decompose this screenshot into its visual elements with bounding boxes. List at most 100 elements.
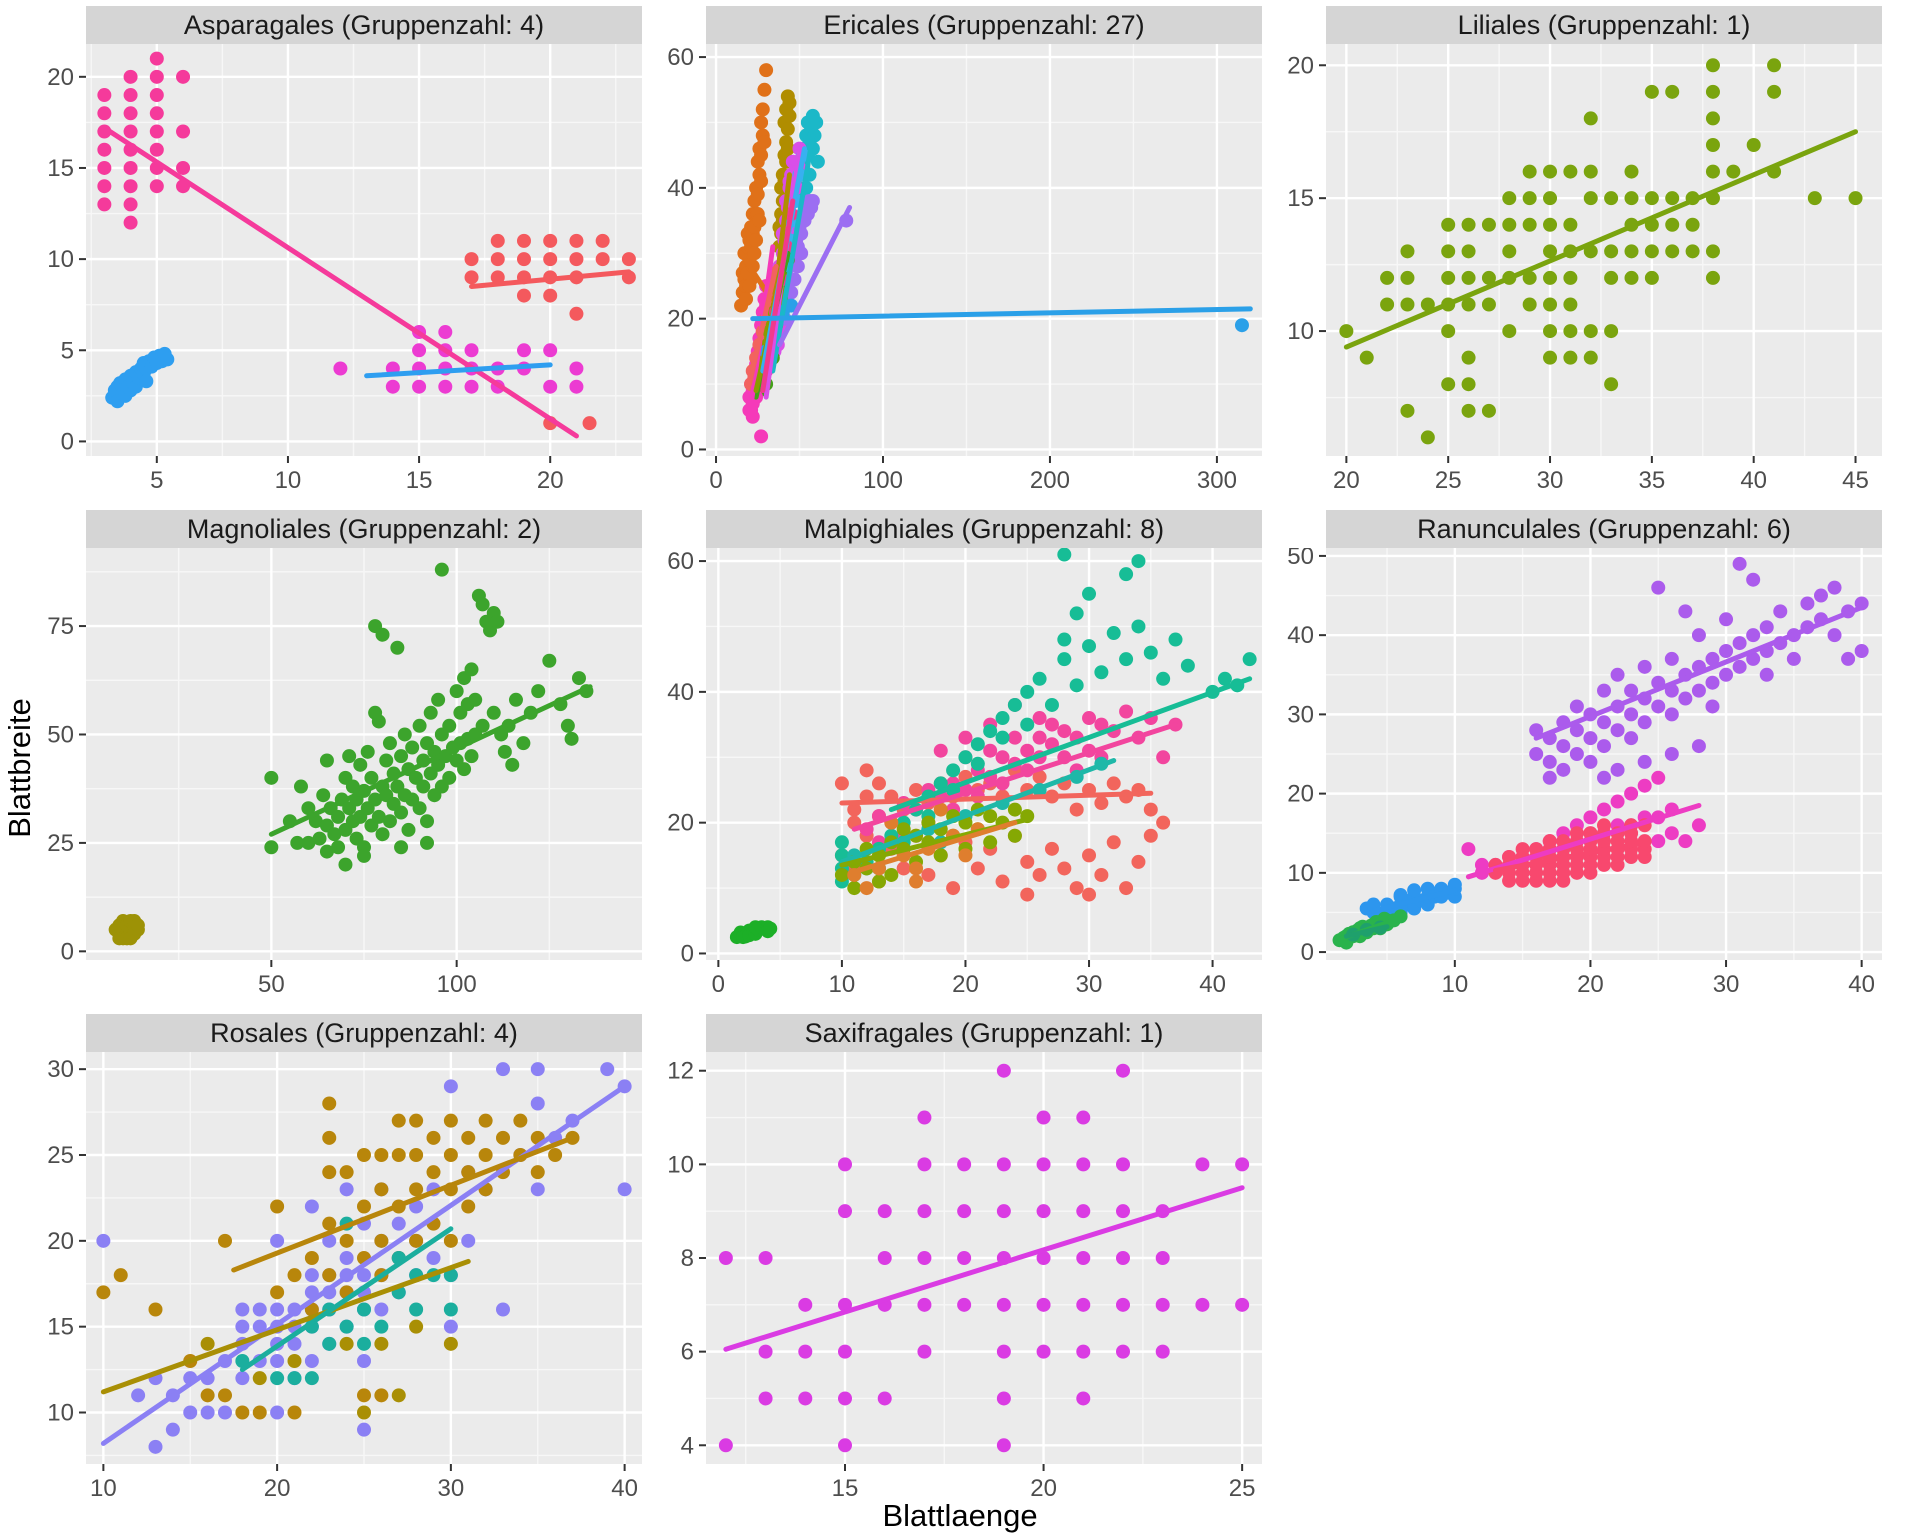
svg-text:45: 45 (1842, 467, 1869, 494)
svg-text:50: 50 (47, 721, 74, 748)
svg-text:0: 0 (712, 971, 725, 998)
svg-text:30: 30 (1287, 701, 1314, 728)
panel-asparagales: Asparagales (Gruppenzahl: 4) 5 10 15 20 0 5 10… (34, 6, 642, 496)
svg-text:40: 40 (1287, 622, 1314, 649)
facet-title: Malpighiales (Gruppenzahl: 8) (803, 513, 1165, 544)
svg-text:0: 0 (681, 940, 694, 967)
svg-text:15: 15 (47, 1314, 74, 1341)
facet-title: Magnoliales (Gruppenzahl: 2) (186, 513, 542, 544)
x-axis-title: Blattlaenge (882, 1498, 1038, 1533)
plot-area: 20 25 30 35 40 45 10 15 20 (1287, 44, 1882, 494)
facet-strip: Magnoliales (Gruppenzahl: 2) (86, 510, 642, 548)
svg-text:20: 20 (537, 467, 564, 494)
panel-ranunculales: Ranunculales (Gruppenzahl: 6) 10 20 30 40 0 1… (1274, 510, 1882, 1000)
facet-title: Ranunculales (Gruppenzahl: 6) (1417, 513, 1791, 544)
svg-text:40: 40 (1848, 971, 1875, 998)
svg-text:30: 30 (438, 1475, 465, 1502)
facet-strip: Saxifragales (Gruppenzahl: 1) (706, 1014, 1262, 1052)
svg-text:15: 15 (1287, 185, 1314, 212)
facet-title: Liliales (Gruppenzahl: 1) (1457, 9, 1751, 40)
facet-strip: Ranunculales (Gruppenzahl: 6) (1326, 510, 1882, 548)
svg-text:75: 75 (47, 613, 74, 640)
svg-text:200: 200 (1030, 467, 1070, 494)
svg-text:40: 40 (1199, 971, 1226, 998)
svg-text:20: 20 (1287, 781, 1314, 808)
facet-strip: Ericales (Gruppenzahl: 27) (706, 6, 1262, 44)
panel-malpighiales: Malpighiales (Gruppenzahl: 8) 0 10 20 30 40 0… (654, 510, 1262, 1000)
svg-text:10: 10 (47, 246, 74, 273)
svg-text:25: 25 (47, 1142, 74, 1169)
plot-area: 0 10 20 30 40 0 20 40 60 (667, 548, 1262, 998)
svg-text:10: 10 (275, 467, 302, 494)
svg-text:20: 20 (47, 1228, 74, 1255)
svg-text:0: 0 (681, 436, 694, 463)
svg-text:40: 40 (667, 679, 694, 706)
svg-text:25: 25 (1435, 467, 1462, 494)
y-axis-title: Blattbreite (2, 698, 37, 838)
panel-liliales: Liliales (Gruppenzahl: 1) 20 25 30 35 40 45 10… (1274, 6, 1882, 496)
facet-title: Asparagales (Gruppenzahl: 4) (183, 9, 545, 40)
svg-text:40: 40 (611, 1475, 638, 1502)
svg-text:25: 25 (47, 830, 74, 857)
facet-strip: Malpighiales (Gruppenzahl: 8) (706, 510, 1262, 548)
plot-area: 5 10 15 20 0 5 10 15 20 (47, 44, 642, 494)
svg-text:0: 0 (1301, 939, 1314, 966)
svg-text:40: 40 (1740, 467, 1767, 494)
svg-text:20: 20 (1030, 1475, 1057, 1502)
svg-text:10: 10 (829, 971, 856, 998)
svg-text:10: 10 (47, 1400, 74, 1427)
panel-rosales: Rosales (Gruppenzahl: 4) 10 20 30 40 10 15 20 2… (34, 1014, 642, 1504)
svg-text:0: 0 (61, 428, 74, 455)
svg-text:50: 50 (258, 971, 285, 998)
plot-area: 15 20 25 4 6 8 10 12 (667, 1052, 1262, 1502)
svg-text:35: 35 (1639, 467, 1666, 494)
plot-area: 0 100 200 300 0 20 40 60 (667, 44, 1262, 494)
svg-text:25: 25 (1229, 1475, 1256, 1502)
svg-text:20: 20 (1287, 52, 1314, 79)
svg-text:5: 5 (61, 337, 74, 364)
svg-text:40: 40 (667, 175, 694, 202)
svg-text:60: 60 (667, 548, 694, 575)
svg-text:30: 30 (47, 1056, 74, 1083)
svg-text:20: 20 (1577, 971, 1604, 998)
svg-text:15: 15 (47, 155, 74, 182)
svg-text:20: 20 (1333, 467, 1360, 494)
svg-text:50: 50 (1287, 548, 1314, 570)
facet-grid: Asparagales (Gruppenzahl: 4) 5 10 15 20 0 5 10… (34, 6, 1882, 1504)
svg-text:0: 0 (709, 467, 722, 494)
facet-strip: Liliales (Gruppenzahl: 1) (1326, 6, 1882, 44)
facet-title: Rosales (Gruppenzahl: 4) (210, 1017, 518, 1048)
facet-strip: Rosales (Gruppenzahl: 4) (86, 1014, 642, 1052)
plot-area: 50 100 0 25 50 75 (47, 548, 642, 998)
svg-text:10: 10 (1287, 318, 1314, 345)
empty-facet-cell (1274, 1014, 1882, 1504)
svg-text:300: 300 (1197, 467, 1237, 494)
panel-saxifragales: Saxifragales (Gruppenzahl: 1) 15 20 25 4 6 8 1… (654, 1014, 1262, 1504)
facet-title: Saxifragales (Gruppenzahl: 1) (804, 1017, 1164, 1048)
svg-text:15: 15 (406, 467, 433, 494)
svg-text:10: 10 (1287, 860, 1314, 887)
svg-text:6: 6 (681, 1339, 694, 1366)
svg-text:8: 8 (681, 1245, 694, 1272)
svg-text:20: 20 (667, 810, 694, 837)
svg-text:15: 15 (832, 1475, 859, 1502)
svg-text:20: 20 (47, 64, 74, 91)
svg-text:30: 30 (1713, 971, 1740, 998)
svg-text:20: 20 (667, 306, 694, 333)
svg-text:10: 10 (90, 1475, 117, 1502)
svg-text:60: 60 (667, 44, 694, 71)
svg-text:20: 20 (264, 1475, 291, 1502)
svg-text:10: 10 (667, 1151, 694, 1178)
svg-text:20: 20 (952, 971, 979, 998)
facet-strip: Asparagales (Gruppenzahl: 4) (86, 6, 642, 44)
svg-text:100: 100 (437, 971, 477, 998)
plot-area: 10 20 30 40 0 10 20 30 40 50 (1287, 548, 1882, 998)
svg-text:30: 30 (1537, 467, 1564, 494)
svg-text:30: 30 (1076, 971, 1103, 998)
svg-text:100: 100 (863, 467, 903, 494)
facet-title: Ericales (Gruppenzahl: 27) (823, 9, 1145, 40)
svg-text:5: 5 (150, 467, 163, 494)
svg-text:10: 10 (1441, 971, 1468, 998)
plot-area: 10 20 30 40 10 15 20 25 30 (47, 1052, 642, 1502)
panel-magnoliales: Magnoliales (Gruppenzahl: 2) 50 100 0 25 50 7… (34, 510, 642, 1000)
